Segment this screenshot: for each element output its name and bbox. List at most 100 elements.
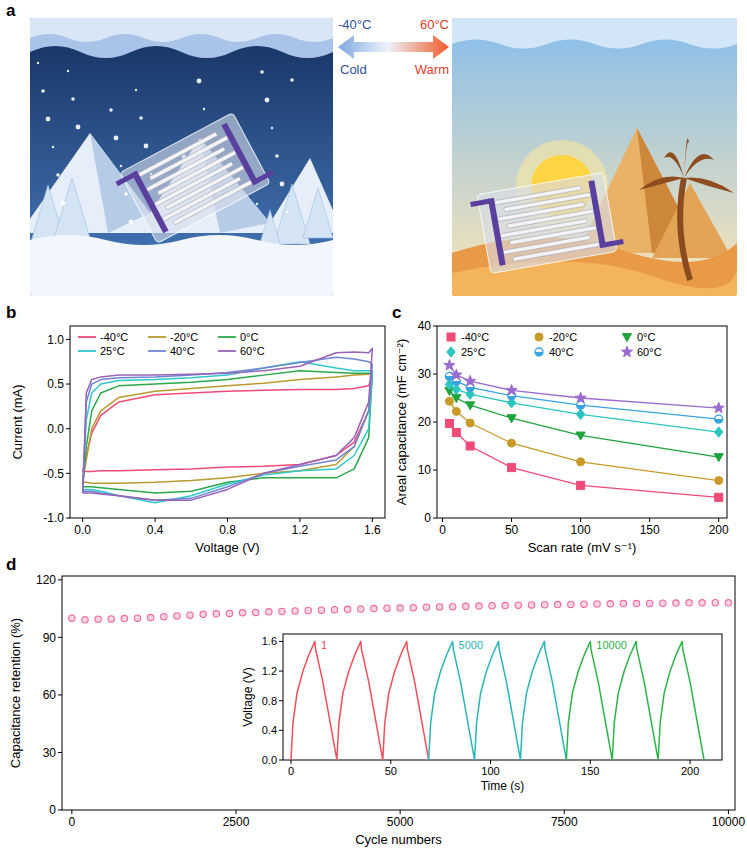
data-point	[397, 605, 403, 611]
snowflake	[61, 201, 66, 206]
legend: -40°C-20°C0°C25°C40°C60°C	[447, 331, 662, 358]
data-point	[187, 612, 193, 618]
data-point	[476, 603, 482, 609]
x-tick	[155, 518, 156, 522]
cv-curve	[83, 348, 373, 500]
legend-label: -40°C	[461, 331, 489, 343]
data-point	[452, 395, 461, 403]
data-point	[452, 407, 460, 415]
data-point	[318, 607, 324, 613]
electrode	[221, 123, 258, 186]
data-point	[577, 458, 585, 466]
data-point	[506, 385, 517, 395]
cloud	[30, 18, 333, 58]
snowflake	[41, 89, 45, 93]
data-point	[507, 415, 516, 423]
legend-swatch	[621, 346, 632, 356]
data-point	[712, 599, 718, 605]
snowflake	[114, 136, 119, 141]
legend-swatch	[447, 347, 455, 357]
finger	[512, 242, 599, 261]
data-point	[715, 427, 723, 437]
data-point	[466, 402, 475, 410]
legend-swatch	[218, 336, 236, 338]
y-tick-label: 0.0	[262, 754, 277, 766]
data-point	[213, 611, 219, 617]
data-point	[292, 608, 298, 614]
series-line	[449, 365, 718, 408]
y-tick	[279, 760, 283, 761]
y-tick-label: 20	[418, 415, 432, 429]
palm-leaf	[664, 152, 684, 178]
data-point	[147, 614, 153, 620]
palm-leaf	[639, 177, 684, 191]
axes: 0.00.40.81.21.6-1.0-0.50.00.51.0Voltage …	[10, 326, 385, 555]
y-tick-label: 60	[43, 688, 57, 702]
data-point	[452, 429, 460, 437]
data-point	[660, 600, 666, 606]
snowflake	[265, 98, 270, 103]
cloud	[30, 18, 333, 42]
series-line	[449, 391, 718, 457]
data-point	[576, 409, 584, 419]
y-tick	[433, 470, 437, 471]
data-point	[82, 617, 88, 623]
sky	[452, 18, 737, 296]
data-point	[331, 607, 337, 613]
snowflake	[46, 117, 51, 122]
data-point	[371, 605, 377, 611]
palm-leaf	[684, 178, 734, 193]
data-point	[384, 605, 390, 611]
finger	[162, 176, 242, 221]
y-tick-label: 30	[418, 367, 432, 381]
cold-label: Cold	[340, 62, 367, 77]
y-axis-title: Voltage (V)	[241, 667, 255, 726]
y-tick	[58, 694, 62, 695]
series-line	[449, 401, 718, 480]
y-tick	[279, 641, 283, 642]
y-tick-label: 1.0	[47, 333, 64, 347]
legend-label: -20°C	[170, 331, 198, 343]
plot-area	[83, 348, 373, 502]
legend-label: 0°C	[240, 331, 259, 343]
x-tick-label: 0	[69, 815, 76, 829]
tab	[603, 239, 624, 247]
snowflake	[71, 97, 75, 101]
data-point	[445, 397, 453, 405]
y-tick	[66, 339, 70, 340]
x-tick	[690, 760, 691, 764]
x-tick-label: 150	[581, 765, 599, 777]
y-tick-label: 0.4	[262, 724, 277, 736]
x-tick	[490, 760, 491, 764]
x-tick	[400, 810, 401, 814]
data-point	[451, 369, 462, 379]
snowflake	[139, 116, 143, 120]
legend-swatch	[218, 350, 236, 352]
data-point	[279, 608, 285, 614]
x-tick-label: 0.0	[74, 523, 91, 537]
tab	[115, 172, 135, 186]
data-point	[555, 601, 561, 607]
electrode	[588, 180, 606, 248]
warm-temperature: 60°C	[420, 17, 449, 32]
device-illustration	[469, 171, 625, 275]
x-axis-title: Voltage (V)	[195, 540, 259, 555]
series-label: 10000	[596, 639, 627, 651]
data-point	[134, 615, 140, 621]
data-point	[715, 493, 723, 501]
y-tick-label: 1.2	[262, 665, 277, 677]
data-point	[266, 609, 272, 615]
data-point	[226, 610, 232, 616]
x-tick	[372, 518, 373, 522]
y-tick	[433, 374, 437, 375]
plot-background	[283, 634, 722, 760]
data-point	[161, 613, 167, 619]
cv-curve	[83, 362, 373, 503]
snow-ground	[30, 235, 333, 296]
data-point	[465, 375, 476, 385]
data-point	[305, 607, 311, 613]
y-tick-label: 1.6	[262, 635, 277, 647]
x-tick-label: 200	[709, 523, 729, 537]
plot-frame	[283, 634, 722, 760]
plot-frame	[62, 576, 735, 810]
